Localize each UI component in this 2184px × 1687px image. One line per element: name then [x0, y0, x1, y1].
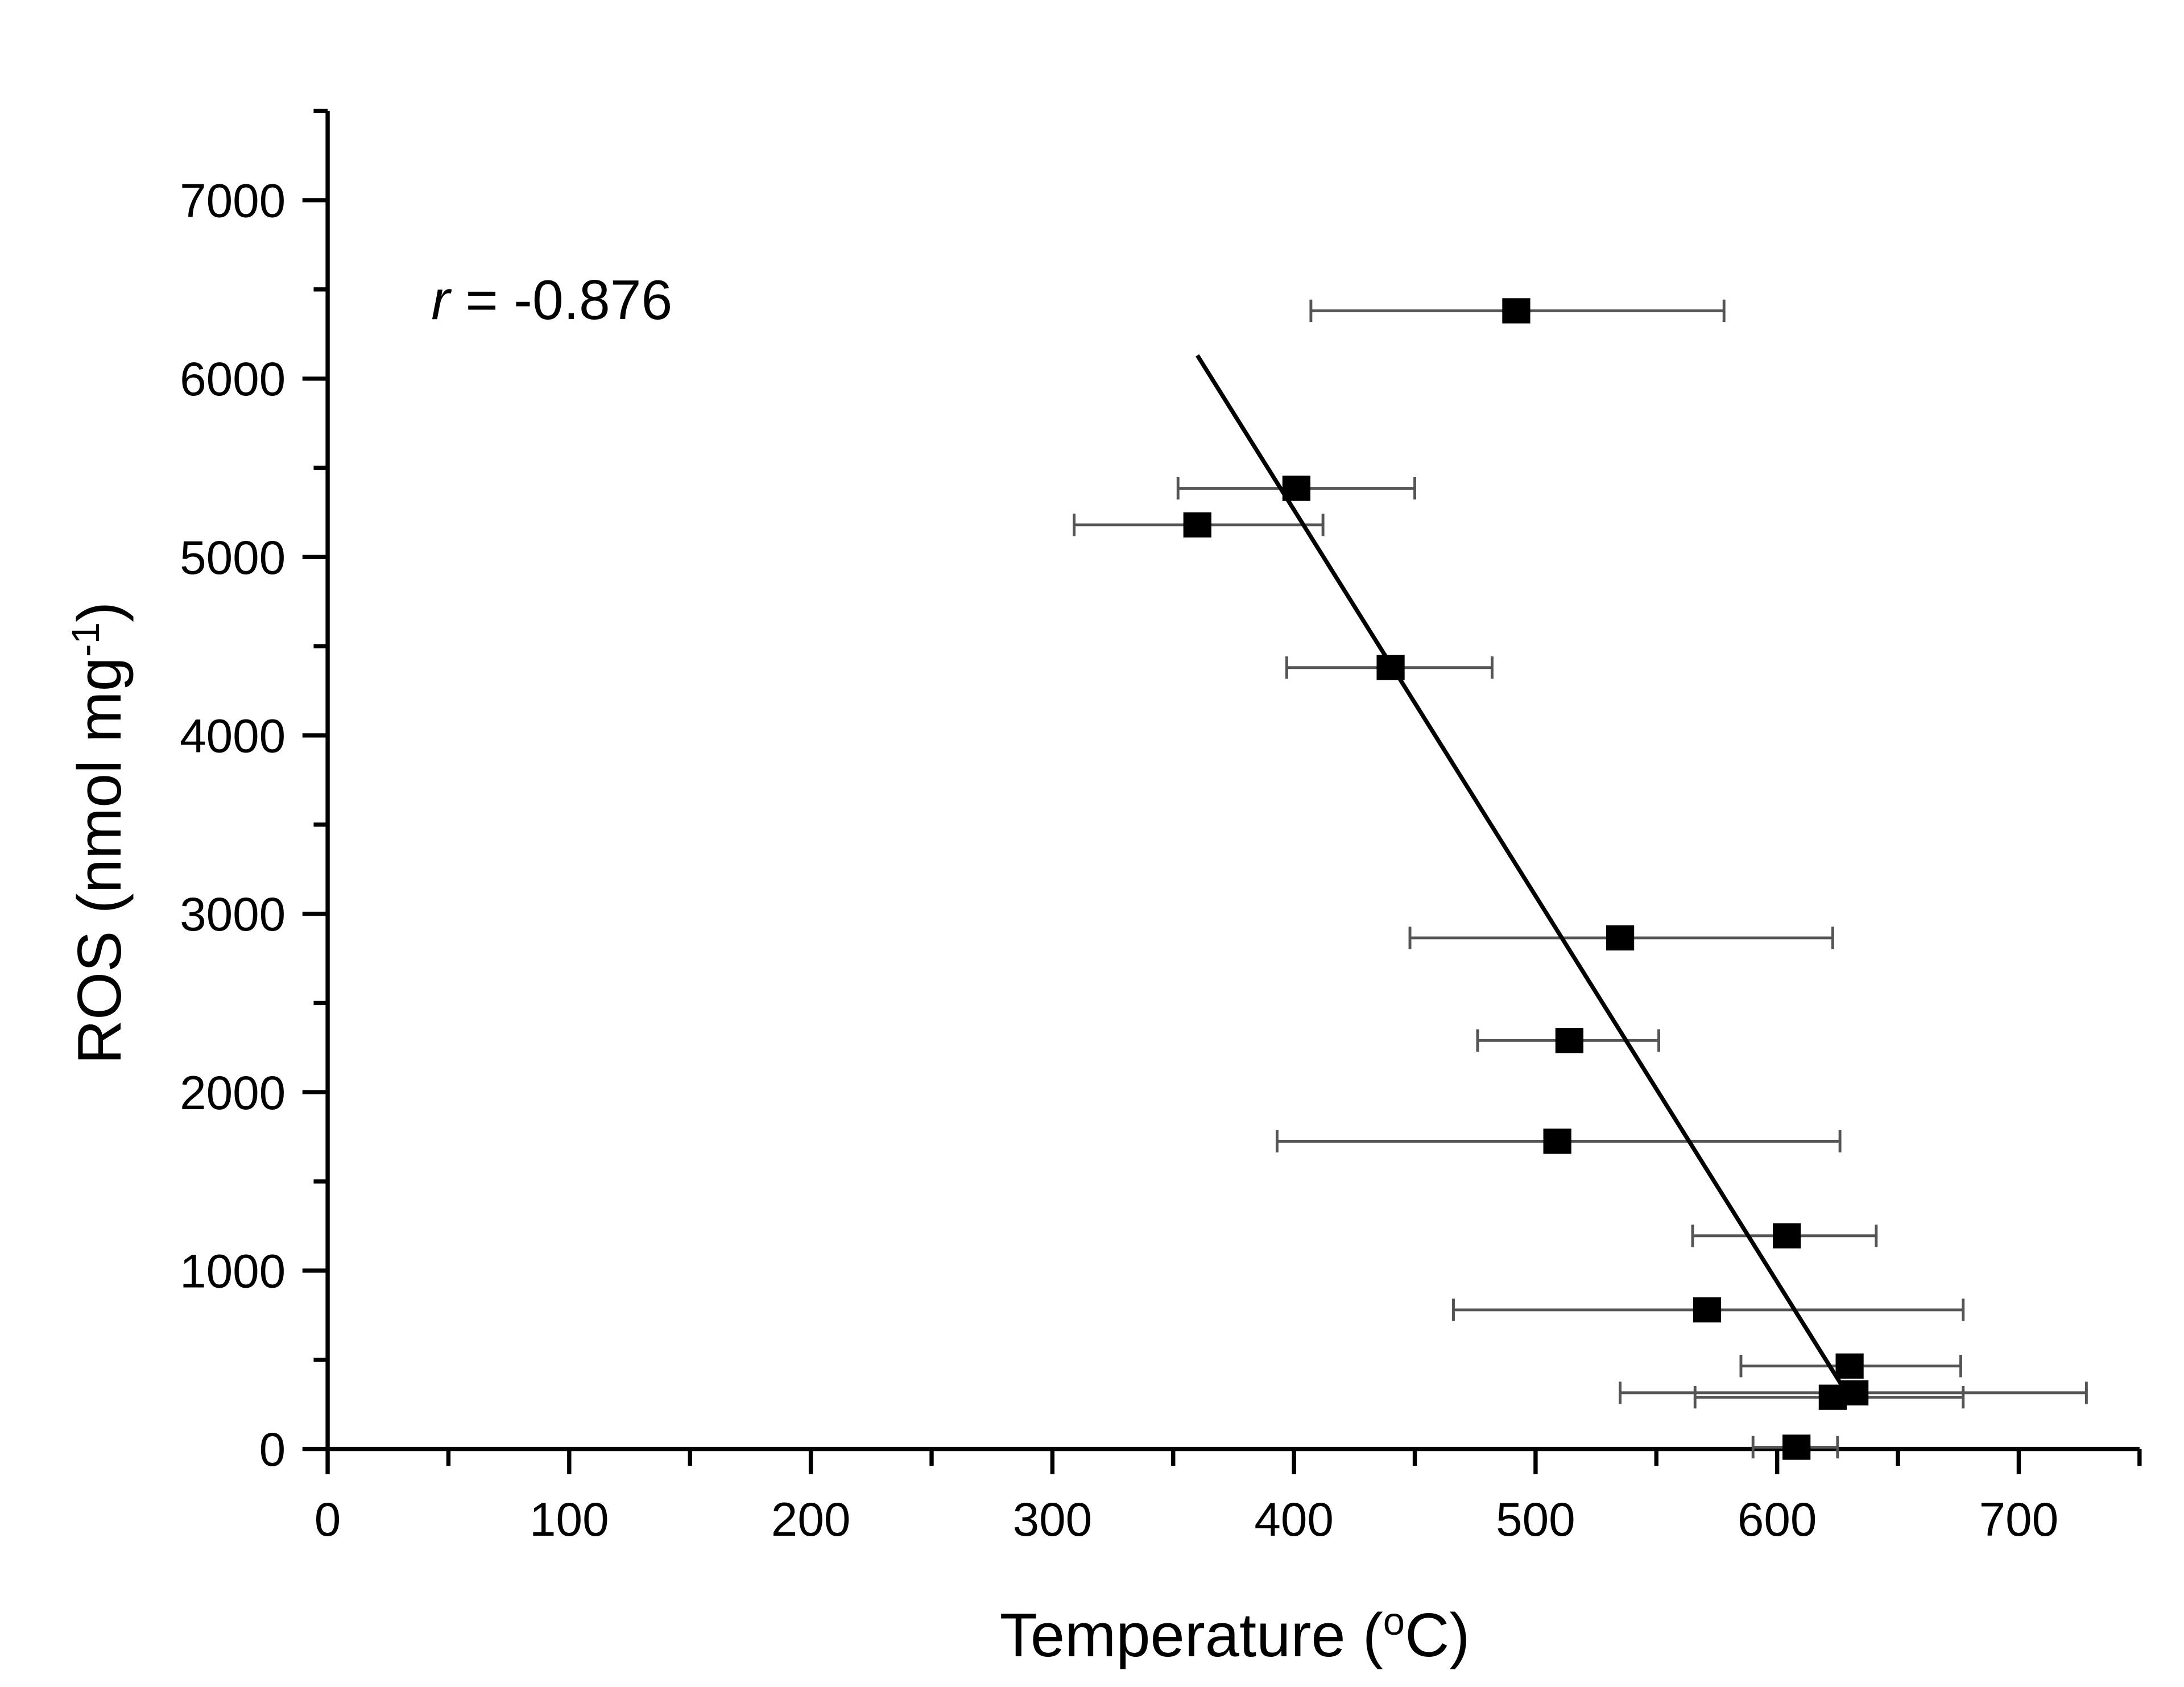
x-tick-label: 200: [771, 1492, 851, 1546]
correlation-annotation: r = -0.876: [431, 268, 672, 331]
data-point: [1183, 512, 1211, 537]
fit-line: [1196, 354, 1847, 1392]
data-point: [1282, 475, 1311, 501]
data-point: [1693, 1297, 1722, 1323]
data-point: [1818, 1384, 1847, 1410]
data-point: [1502, 298, 1531, 324]
y-tick-label: 1000: [180, 1244, 286, 1297]
x-tick-label: 400: [1254, 1492, 1334, 1546]
y-tick-label: 7000: [180, 174, 286, 228]
x-tick-label: 700: [1979, 1492, 2059, 1546]
data-point: [1606, 925, 1635, 951]
x-tick-label: 500: [1496, 1492, 1575, 1546]
axes: 0 100 200 300 400 500 600 700010002000300040005…: [180, 109, 2142, 1546]
x-tick-label: 0: [315, 1492, 341, 1546]
data-point: [1555, 1028, 1583, 1053]
x-tick-label: 100: [530, 1492, 609, 1546]
y-tick-label: 4000: [180, 709, 286, 762]
data-point: [1376, 655, 1405, 680]
y-tick-label: 6000: [180, 352, 286, 406]
data-marks: [1073, 298, 2088, 1460]
data-point: [1835, 1353, 1864, 1379]
y-axis-label: ROS (nmol mg-1): [63, 602, 134, 1064]
x-axis-label: Temperature (oC): [1000, 1599, 1470, 1669]
y-tick-label: 5000: [180, 531, 286, 584]
x-tick-label: 600: [1738, 1492, 1817, 1546]
data-point: [1543, 1128, 1571, 1154]
y-tick-label: 2000: [180, 1066, 286, 1119]
data-point: [1782, 1434, 1811, 1460]
x-tick-label: 300: [1013, 1492, 1093, 1546]
data-point: [1773, 1223, 1801, 1248]
y-tick-label: 0: [259, 1423, 286, 1476]
y-tick-label: 3000: [180, 887, 286, 941]
